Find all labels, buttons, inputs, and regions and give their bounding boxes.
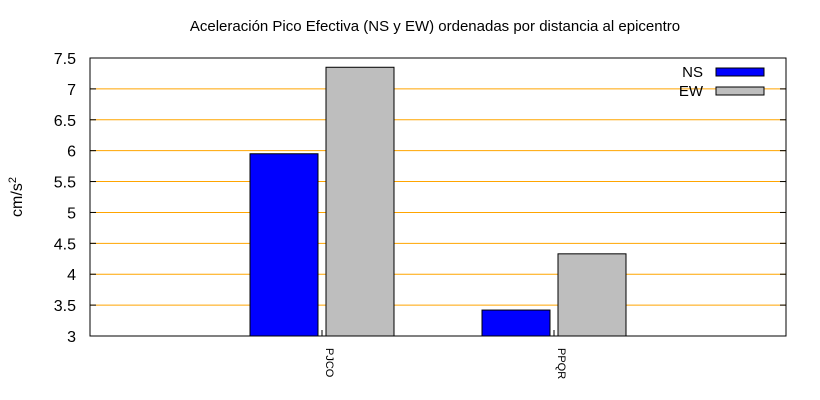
y-axis: 3 3.5 4 4.5 5 5.5 6 6.5 7 7.5 [54,51,786,346]
y-axis-label: cm/s2 [7,177,26,217]
legend-swatch-ns [715,67,765,77]
bar-ns-ppqr [481,309,551,337]
legend: NS EW [679,64,765,100]
y-tick-label: 6 [67,144,76,161]
bar-ew-pjco [325,66,395,337]
y-tick-label: 7 [67,82,76,99]
y-tick-label: 7.5 [54,51,76,68]
x-tick-label: PPQR [555,348,567,379]
legend-swatch-ew [715,86,765,96]
y-tick-label: 3 [67,329,76,346]
y-tick-label: 4 [67,267,76,284]
bar-ns-pjco [249,153,319,337]
bars [249,66,627,337]
y-tick-label: 5.5 [54,175,76,192]
chart-title: Aceleración Pico Efectiva (NS y EW) orde… [190,18,680,35]
y-tick-label: 4.5 [54,236,76,253]
y-tick-label: 6.5 [54,113,76,130]
plot-frame [89,57,787,337]
legend-label-ns: NS [682,64,703,81]
legend-label-ew: EW [679,83,704,100]
x-tick-label: PJCO [323,348,335,378]
x-axis: PJCO PPQR [321,330,567,379]
bar-ew-ppqr [557,253,627,337]
y-tick-label: 3.5 [54,298,76,315]
grid [90,88,786,306]
y-axis-label-unit: cm/s [9,183,26,217]
y-tick-label: 5 [67,205,76,222]
y-axis-label-superscript: 2 [7,177,19,183]
